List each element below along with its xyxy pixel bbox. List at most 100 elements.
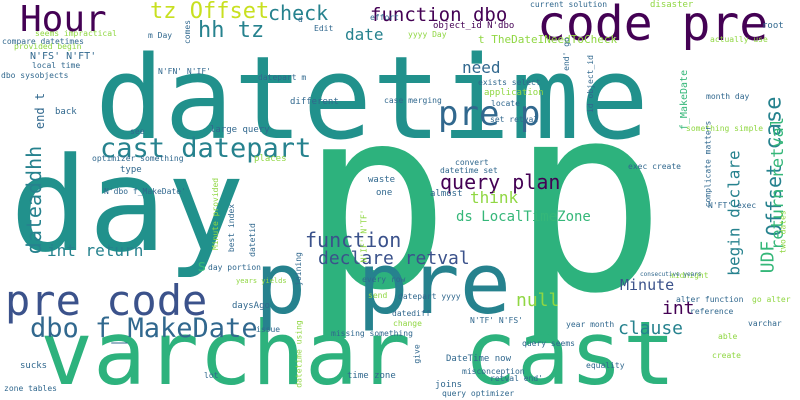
word-local-time: local time (32, 61, 81, 70)
word-varchar-cast: varchar cast (40, 302, 676, 400)
word-one: one (376, 188, 393, 198)
word-yyyy-day: yyyy Day (408, 30, 447, 39)
word-back: back (55, 107, 77, 117)
word-declare-retval: declare retval (318, 248, 470, 269)
word-object-id-ndbo: object_id N'dbo (433, 21, 515, 31)
word-actually-use: actually use (710, 35, 768, 44)
word-every-row: every row (362, 275, 406, 284)
word-send: send (368, 291, 388, 300)
word-waste: waste (368, 175, 396, 185)
word-edit: Edit (314, 24, 334, 33)
word-nif-ntf: N'IF' N'TF' (359, 209, 369, 263)
word-need: need (462, 58, 501, 77)
word-day: day (10, 129, 245, 281)
word-change: change (393, 319, 422, 328)
word-int-return: int return (47, 241, 144, 260)
word-tz-offset: tz Offset (150, 0, 270, 24)
word-seems-impractical: seems impractical (35, 29, 117, 38)
word-reference: reference (690, 307, 734, 316)
word-hh-tz: hh tz (198, 18, 265, 43)
word-nfn-nif: N'FN' N'IF' (158, 67, 211, 76)
word-complicate-matters: complicate matters (703, 120, 713, 208)
word-retval-end: retval end' (490, 374, 543, 383)
word-check: check (268, 1, 329, 25)
word-ntf-nfs: N'TF' N'FS' (470, 316, 523, 325)
word-clause: clause (618, 318, 684, 339)
word-years-yields: years yields (236, 277, 287, 285)
word-hour: Hour (20, 0, 107, 40)
word-see: see (130, 127, 145, 136)
word-exec-create: exec create (628, 162, 681, 171)
word-provided-begin: provided begin (14, 42, 82, 51)
word-datetime-set: datetime set (440, 166, 498, 175)
word-exists-select: exists select (478, 78, 541, 87)
word-misconception: misconception (462, 367, 525, 376)
word-end-t: end t (33, 92, 48, 130)
word-null: null (516, 290, 560, 311)
word-case-merging: case merging (384, 96, 442, 105)
word-f-makedate: f_MakeDate (679, 69, 691, 131)
word-sucks: sucks (20, 361, 48, 371)
word-pre-p: pre p (438, 94, 541, 134)
word-nfs-nft: N'FS' N'FT' (30, 51, 97, 62)
word-give: give (412, 344, 422, 364)
word-id-object-id: id object_id (585, 55, 595, 113)
word-optimizer-something: optimizer something (92, 154, 184, 163)
word-date: date (345, 25, 384, 44)
word-locate: locate (491, 99, 520, 108)
word-alter-function: alter function (676, 295, 744, 304)
word-create: create (712, 351, 741, 360)
word-time-zone: time zone (347, 371, 396, 381)
word-best-index: best index (227, 203, 237, 253)
word-datetime-now: DateTime now (446, 354, 512, 364)
word-able: able (718, 332, 738, 341)
word-day-portion: day portion (208, 263, 261, 272)
word-d: d (298, 15, 303, 24)
word-different: different (290, 97, 339, 107)
word-datediff: datediff (392, 309, 431, 318)
word-minute: Minute (620, 276, 675, 294)
word-application: application (484, 88, 544, 98)
word-p-pre: p pre (255, 235, 511, 334)
word-joining: joining (293, 252, 303, 286)
word-ds-localtimezone: ds LocalTimeZone (456, 209, 591, 225)
word-something-simple: something simple (686, 124, 764, 133)
word-set-retval: set retval (490, 115, 539, 124)
word-s: s (197, 256, 207, 275)
word-daysago: daysAgo (232, 301, 270, 311)
word-dbo-sysobjects: dbo sysobjects (1, 71, 69, 80)
word-zone-tables: zone tables (4, 384, 57, 393)
word-query-optimizer: query optimizer (442, 389, 515, 398)
word-end-go: end' go (561, 37, 571, 71)
word-month-day: month day (706, 92, 750, 101)
word-dateaddhh: dateaddhh (22, 145, 47, 255)
word-joins: joins (435, 380, 463, 390)
word-query-seems: query seems (522, 339, 575, 348)
word-issue: issue (256, 325, 281, 334)
word-lot: lot (204, 371, 219, 380)
word-convert: convert (455, 158, 489, 167)
word-dbo-f-makedate: dbo f_MakeDate (30, 313, 258, 344)
word-two-dates: two dates (778, 210, 788, 254)
word-minute-provided: Minute provided (211, 177, 221, 251)
word-nft-exec: N'FT' exec (708, 201, 757, 210)
word-almost: almost (430, 189, 463, 199)
word-compare-datetimes: compare datetimes (2, 37, 84, 46)
word-comes: comes (183, 19, 193, 45)
word-current-solution: current solution (530, 0, 608, 9)
word-equality: equality (586, 361, 625, 370)
word-datetid: datetid (247, 223, 257, 257)
word-datetime-using: datetime using (294, 320, 304, 388)
word-cast-datepart: cast datepart (100, 133, 312, 164)
word-m-day: m Day (148, 31, 173, 40)
word-places: places (254, 154, 287, 164)
word-begin-declare: begin declare (724, 150, 744, 276)
word-midnight: midnight (670, 271, 709, 280)
word-function-dbo: function dbo (370, 4, 508, 26)
word-root: root (762, 21, 784, 31)
word-code-pre: code pre (537, 0, 769, 52)
word-datepart-yyyy: datepart yyyy (398, 292, 461, 301)
word-p-right: p (510, 49, 667, 351)
word-function: function (305, 228, 402, 252)
